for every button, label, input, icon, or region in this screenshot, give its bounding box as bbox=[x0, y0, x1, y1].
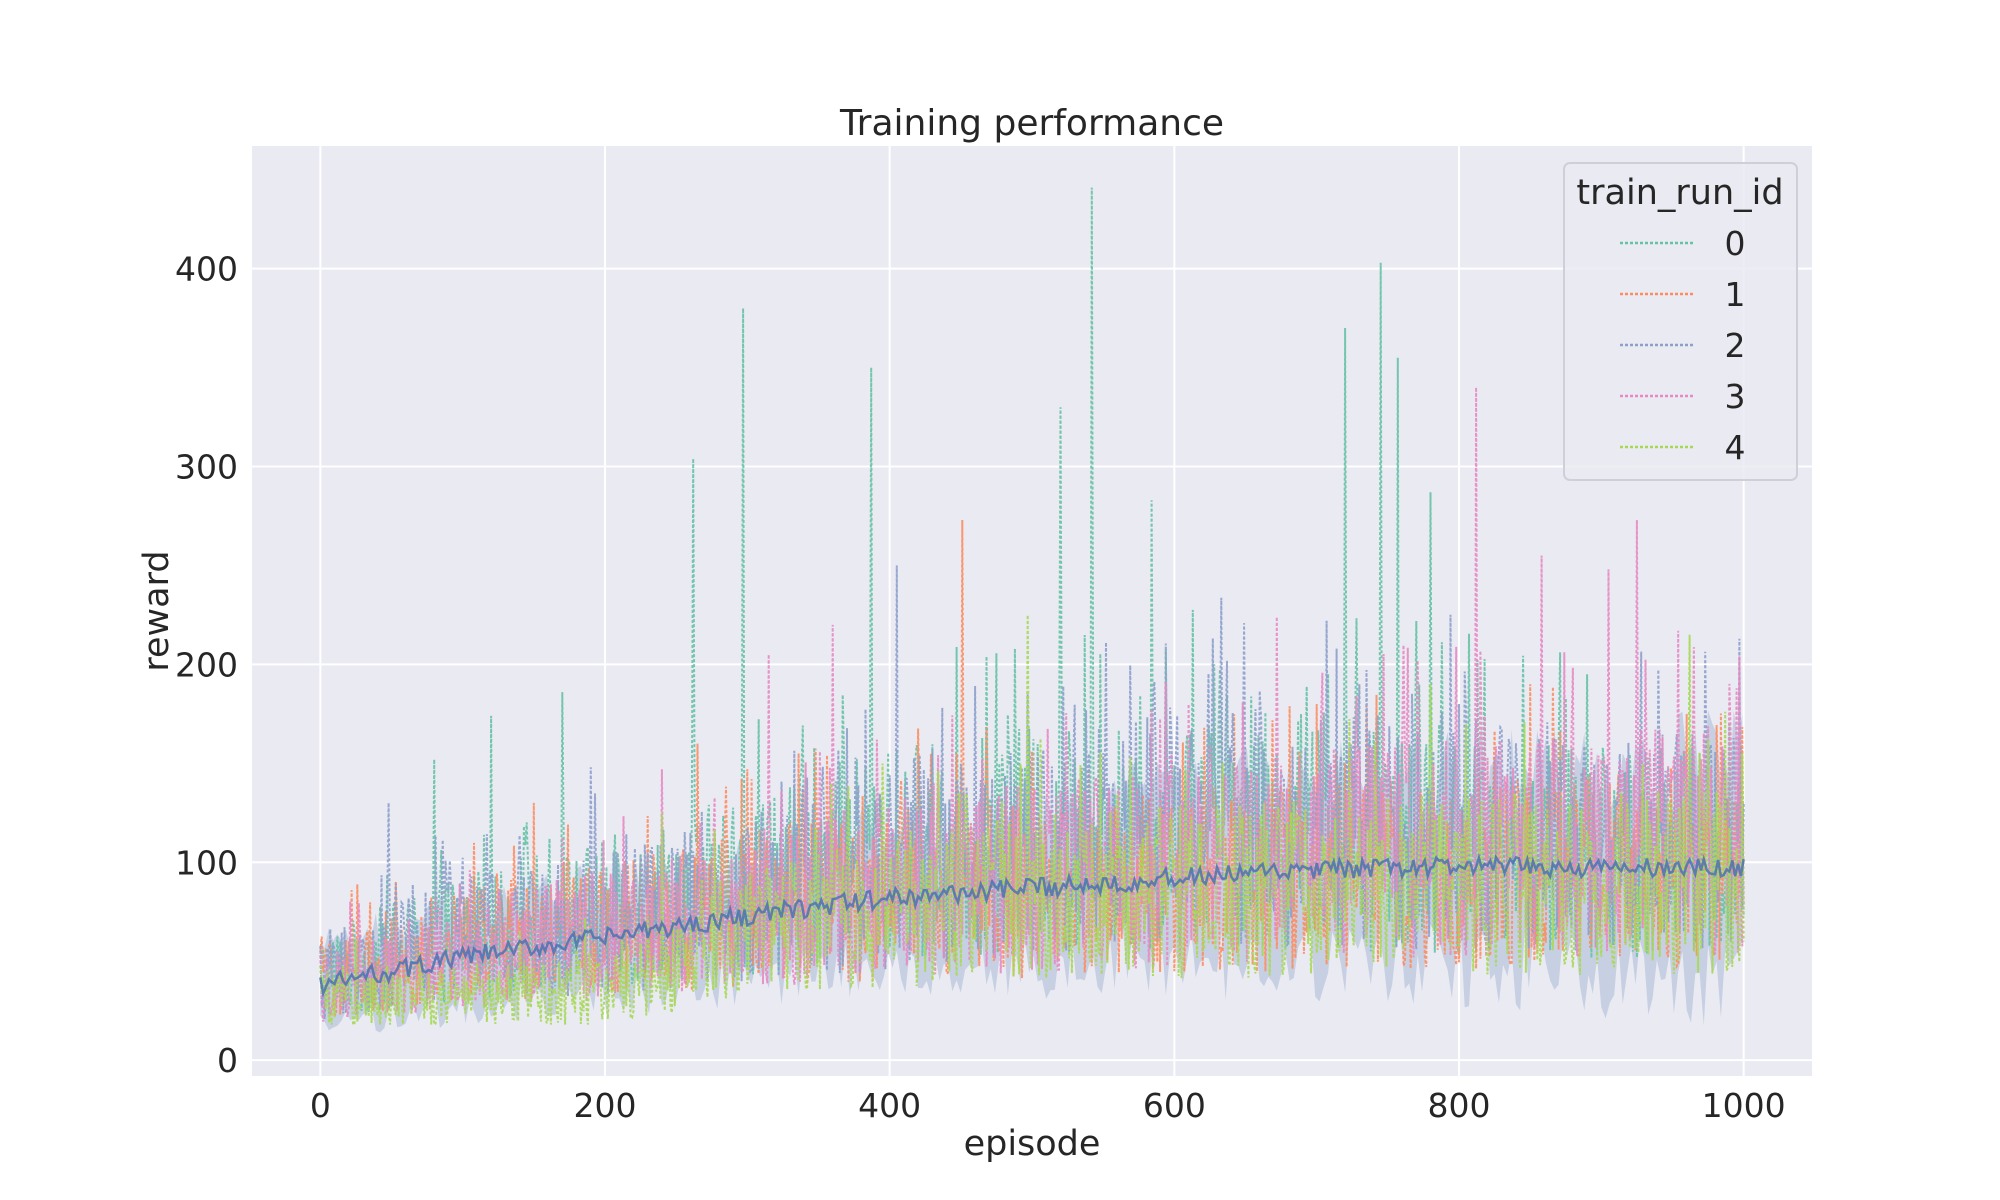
series-line-4 bbox=[319, 614, 1745, 1027]
series-line-3 bbox=[319, 387, 1745, 1022]
legend-title: train_run_id bbox=[1576, 173, 1783, 213]
y-tick-label: 0 bbox=[217, 1041, 238, 1080]
x-tick-label: 800 bbox=[1428, 1086, 1491, 1125]
x-axis-label: episode bbox=[964, 1124, 1101, 1164]
y-axis-label: reward bbox=[137, 550, 177, 671]
grid bbox=[252, 146, 1812, 1076]
chart-title: Training performance bbox=[839, 103, 1224, 144]
legend-label-0: 0 bbox=[1725, 224, 1746, 263]
x-tick-label: 0 bbox=[310, 1086, 331, 1125]
y-tick-label: 400 bbox=[175, 250, 238, 289]
legend-label-1: 1 bbox=[1725, 275, 1746, 314]
plot-area bbox=[319, 187, 1745, 1033]
x-tick-label: 1000 bbox=[1702, 1086, 1786, 1125]
y-tick-label: 300 bbox=[175, 448, 238, 487]
y-tick-labels: 0 100 200 300 400 bbox=[175, 250, 238, 1080]
mean-line bbox=[319, 853, 1745, 998]
legend-label-4: 4 bbox=[1725, 428, 1746, 467]
x-tick-label: 600 bbox=[1143, 1086, 1206, 1125]
series-line-1 bbox=[319, 519, 1745, 1017]
y-tick-label: 200 bbox=[175, 645, 238, 684]
legend-label-2: 2 bbox=[1725, 326, 1746, 365]
series-lines bbox=[319, 187, 1745, 1027]
mean-line-path bbox=[319, 853, 1745, 998]
x-tick-label: 400 bbox=[858, 1086, 921, 1125]
legend: train_run_id 0 1 2 3 4 bbox=[1563, 162, 1798, 481]
y-tick-label: 100 bbox=[175, 843, 238, 882]
x-tick-label: 200 bbox=[573, 1086, 636, 1125]
legend-items: 0 1 2 3 4 bbox=[1620, 224, 1746, 467]
legend-label-3: 3 bbox=[1725, 377, 1746, 416]
x-tick-labels: 0 200 400 600 800 1000 bbox=[310, 1086, 1786, 1125]
